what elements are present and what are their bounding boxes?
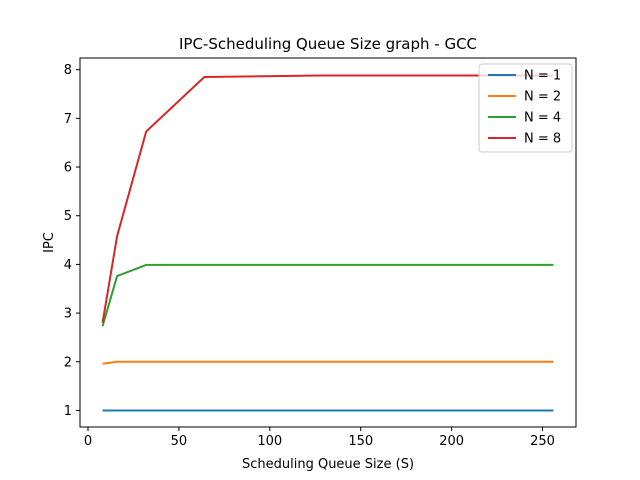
x-tick-label: 0: [84, 434, 92, 449]
y-tick-label: 6: [64, 161, 72, 176]
x-axis-title: Scheduling Queue Size (S): [242, 457, 414, 472]
legend-label: N = 2: [524, 90, 561, 105]
x-tick-label: 150: [348, 434, 373, 449]
y-tick-label: 1: [64, 404, 72, 419]
plot-frame: [79, 57, 577, 428]
legend: N = 1 N = 2 N = 4 N = 8: [478, 63, 573, 153]
series-line-3: [101, 263, 554, 327]
y-tick-label: 8: [64, 63, 72, 78]
x-axis: 0 50 100 150 200 250: [84, 427, 555, 449]
x-tick-label: 250: [530, 434, 555, 449]
series-line-4: [101, 74, 554, 323]
chart-title: IPC-Scheduling Queue Size graph - GCC: [179, 35, 477, 53]
x-tick-label: 200: [439, 434, 464, 449]
series-line-2: [102, 360, 554, 365]
y-tick-label: 2: [64, 355, 72, 370]
legend-label: N = 8: [524, 132, 561, 147]
y-tick-label: 3: [64, 307, 72, 322]
legend-label: N = 4: [524, 111, 561, 126]
y-axis: 1 2 3 4 5 6 7 8: [64, 63, 80, 419]
y-tick-label: 4: [64, 258, 72, 273]
legend-label: N = 1: [524, 69, 561, 84]
x-tick-label: 50: [171, 434, 188, 449]
y-tick-label: 5: [64, 209, 72, 224]
legend-box: [478, 63, 573, 153]
y-axis-title: IPC: [42, 232, 57, 253]
x-tick-label: 100: [257, 434, 282, 449]
y-tick-label: 7: [64, 112, 72, 127]
series-layer: [101, 74, 554, 412]
